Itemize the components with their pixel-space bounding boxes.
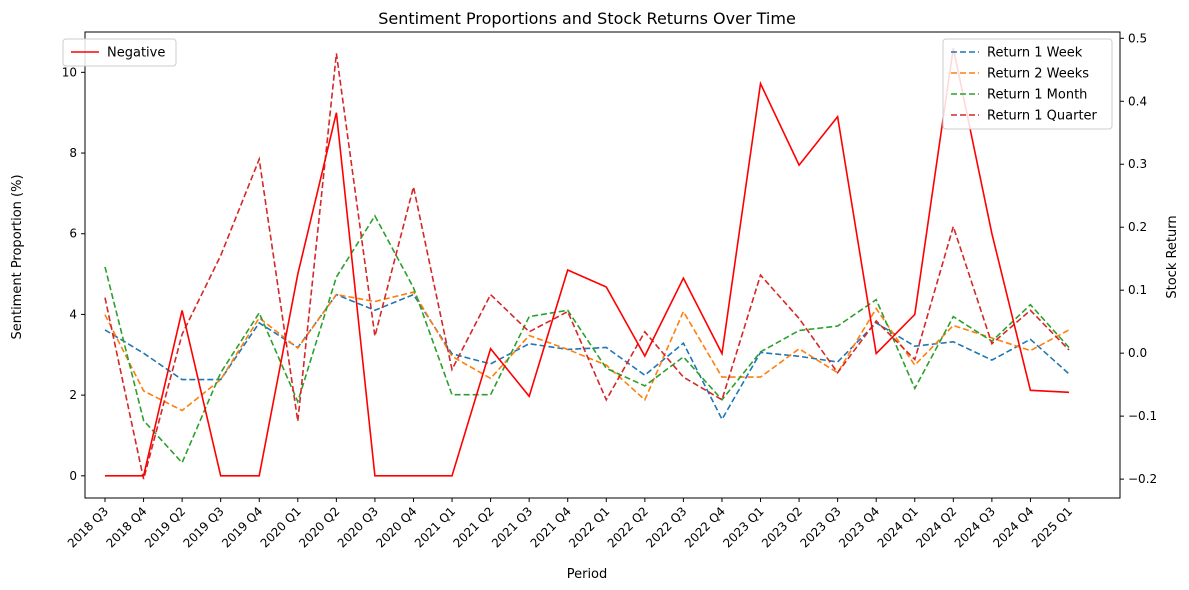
y-tick-label: 4 [69,307,77,321]
x-tick-label: 2022 Q4 [682,504,728,550]
x-tick-label: 2022 Q2 [605,504,651,550]
x-tick-label: 2025 Q1 [1029,504,1075,550]
series-line-return-1-month [104,214,1070,465]
legend-label: Return 1 Week [987,46,1083,61]
legend-right: Return 1 Week Return 2 Weeks Return 1 Mont… [942,38,1113,130]
x-tick-label: 2020 Q1 [258,504,304,550]
y2-tick-label: 0.2 [1128,220,1147,234]
x-tick-label: 2018 Q3 [65,504,111,550]
series-line-return-1-week [104,293,1070,421]
legend-label: Negative [107,46,165,61]
y-tick-label: 8 [69,146,77,160]
y2-tick-label: −0.2 [1128,472,1157,486]
y2-tick-label: 0.5 [1128,31,1147,45]
x-tick-label: 2019 Q2 [142,504,188,550]
x-tick-label: 2023 Q2 [759,504,805,550]
y2-tick-label: 0.0 [1128,346,1147,360]
x-tick-label: 2022 Q1 [566,504,612,550]
y2-tick-label: 0.3 [1128,157,1147,171]
x-tick-label: 2020 Q2 [296,504,342,550]
x-tick-label: 2024 Q3 [952,504,998,550]
x-tick-label: 2024 Q2 [913,504,959,550]
x-tick-label: 2021 Q2 [450,504,496,550]
y-tick-label: 0 [69,469,77,483]
legend-label: Return 1 Quarter [987,109,1098,124]
legend-left: Negative [62,38,177,67]
y-tick-label: 2 [69,388,77,402]
legend-label: Return 2 Weeks [987,67,1089,82]
y-axis-label: Sentiment Proportion (%) [10,174,25,339]
x-tick-label: 2021 Q3 [489,504,535,550]
plot-frame [84,31,1121,499]
y2-tick-label: 0.1 [1128,283,1147,297]
series-line-negative [105,47,1070,477]
series-layer [104,47,1070,480]
x-tick-label: 2023 Q3 [797,504,843,550]
x-tick-label: 2019 Q3 [181,504,227,550]
x-tick-label: 2018 Q4 [103,504,149,550]
x-tick-label: 2020 Q4 [373,504,419,550]
legend-label: Return 1 Month [987,88,1087,103]
legend-box [942,38,1113,130]
y-tick-label: 6 [69,227,77,241]
series-line-return-2-weeks [104,291,1070,412]
x-tick-label: 2019 Q4 [219,504,265,550]
x-tick-label: 2024 Q4 [990,504,1036,550]
x-tick-label: 2023 Q1 [720,504,766,550]
chart-title: Sentiment Proportions and Stock Returns … [378,9,796,28]
x-tick-label: 2022 Q3 [643,504,689,550]
x-tick-label: 2021 Q1 [412,504,458,550]
series-line-return-1-quarter [104,53,1070,480]
y2-tick-label: 0.4 [1128,94,1147,108]
x-axis-label: Period [567,567,608,582]
legend-box [62,38,177,67]
y2-axis-label: Stock Return [1165,215,1180,298]
x-tick-label: 2020 Q3 [335,504,381,550]
y2-tick-label: −0.1 [1128,409,1157,423]
x-tick-label: 2023 Q4 [836,504,882,550]
x-tick-label: 2021 Q4 [528,504,574,550]
y-tick-label: 10 [62,65,77,79]
x-tick-label: 2024 Q1 [875,504,921,550]
